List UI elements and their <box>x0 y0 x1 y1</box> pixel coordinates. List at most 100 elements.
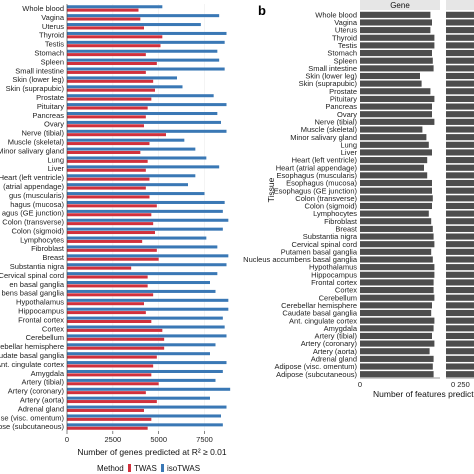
y-tick-label: Cervical spinal cord <box>292 240 357 249</box>
bar-second <box>446 325 474 332</box>
bar-second <box>446 340 474 347</box>
y-tick-label: Lymphocytes <box>20 235 64 244</box>
bar-isotwas <box>67 289 216 293</box>
bar-second <box>446 19 474 26</box>
bar-second <box>446 371 474 378</box>
bar-gene <box>360 332 432 340</box>
bar-twas <box>67 391 146 395</box>
bar-isotwas <box>67 227 223 231</box>
y-tick-label: Small intestine <box>308 64 357 73</box>
y-tick-label: Nerve (tibial) <box>21 129 64 138</box>
y-tick-label: Prostate <box>36 93 64 102</box>
bar-gene <box>360 65 434 72</box>
y-tick-label: Spleen <box>334 56 357 65</box>
bar-gene <box>360 363 433 370</box>
y-tick-label: Minor salivary gland <box>0 146 64 155</box>
y-tick-label: Testis <box>338 41 357 50</box>
bar-twas <box>67 26 144 30</box>
y-tick-label: Hypothalamus <box>309 263 357 272</box>
y-tick-label: Artery (coronary) <box>301 339 358 348</box>
y-tick-label: se (visc. omentum) <box>1 413 65 422</box>
bar-second <box>446 348 474 355</box>
bar-isotwas <box>67 5 163 9</box>
legend-label-twas: TWAS <box>134 464 157 473</box>
bar-isotwas <box>67 156 207 160</box>
y-tick-label: Whole blood <box>315 10 357 19</box>
bar-isotwas <box>67 76 177 80</box>
y-tick-label: Cortex <box>42 324 64 333</box>
panel-b-x-axis-title: Number of features predicted a <box>373 389 474 399</box>
bar-gene <box>360 80 422 87</box>
bar-twas <box>67 88 155 92</box>
y-tick-label: Frontal cortex <box>18 315 64 324</box>
panel-b-second-x-tick-label: 0 250 <box>451 380 470 389</box>
bar-gene <box>360 103 432 110</box>
bar-second <box>446 65 474 72</box>
bar-second <box>446 118 474 125</box>
bar-isotwas <box>67 58 220 62</box>
bar-isotwas <box>67 369 223 373</box>
panel-a-bars <box>67 5 231 430</box>
bar-isotwas <box>67 120 221 124</box>
bar-second <box>446 202 474 210</box>
bar-gene <box>360 34 435 41</box>
y-tick-label: Thyroid <box>39 31 64 40</box>
bar-isotwas <box>67 192 205 196</box>
bar-gene <box>360 302 432 309</box>
bar-isotwas <box>67 174 196 178</box>
bar-isotwas <box>67 218 229 222</box>
y-tick-label: Liver <box>48 164 65 173</box>
bar-isotwas <box>67 245 218 249</box>
bar-isotwas <box>67 85 183 89</box>
bar-isotwas <box>67 352 210 356</box>
bar-gene <box>360 294 435 301</box>
bar-isotwas <box>67 94 214 98</box>
y-tick-label: Cortex <box>335 286 357 295</box>
y-tick-label: agus (GE junction) <box>2 209 65 218</box>
bar-gene <box>360 271 435 278</box>
bar-twas <box>67 346 165 350</box>
bar-second <box>446 57 474 64</box>
y-tick-label: Ovary <box>44 120 64 129</box>
y-tick-label: Vagina <box>41 13 65 22</box>
y-tick-label: Heart (left ventricle) <box>0 173 64 182</box>
bar-second <box>446 302 474 309</box>
y-tick-label: Whole blood <box>22 4 64 13</box>
bar-gene <box>360 134 427 141</box>
bar-twas <box>67 142 150 146</box>
bar-twas <box>67 408 144 412</box>
legend-swatch-isotwas <box>161 464 164 472</box>
bar-twas <box>67 248 157 252</box>
bar-gene <box>360 210 429 217</box>
panel-a-y-tick-labels: Whole bloodVaginaUterusThyroidTestisStom… <box>0 4 65 431</box>
panel-b-bars-second <box>446 11 474 378</box>
bar-isotwas <box>67 49 218 53</box>
bar-second <box>446 179 474 187</box>
bar-second <box>446 80 474 87</box>
bar-twas <box>67 302 144 306</box>
bar-second <box>446 27 474 34</box>
y-tick-label: Pancreas <box>325 102 357 111</box>
bar-gene <box>360 118 435 125</box>
y-tick-label: en basal ganglia <box>9 280 64 289</box>
bar-second <box>446 332 474 340</box>
bar-second <box>446 271 474 278</box>
y-tick-label: Colon (sigmoid) <box>304 202 357 211</box>
bar-gene <box>360 157 428 164</box>
y-tick-label: Vagina <box>334 18 358 27</box>
y-tick-label: Ant. cingulate cortex <box>0 360 64 369</box>
bar-twas <box>67 231 155 235</box>
y-tick-label: Heart (left ventricle) <box>292 156 358 165</box>
bar-gene <box>360 340 435 347</box>
bar-isotwas <box>67 200 225 204</box>
bar-isotwas <box>67 396 210 400</box>
bar-second <box>446 34 474 41</box>
bar-gene <box>360 317 435 324</box>
y-tick-label: Cervical spinal cord <box>0 271 64 280</box>
y-tick-label: Pituitary <box>37 102 64 111</box>
bar-gene <box>360 256 433 263</box>
bar-gene <box>360 72 420 80</box>
bar-second <box>446 149 474 156</box>
y-tick-label: Liver <box>341 148 358 157</box>
